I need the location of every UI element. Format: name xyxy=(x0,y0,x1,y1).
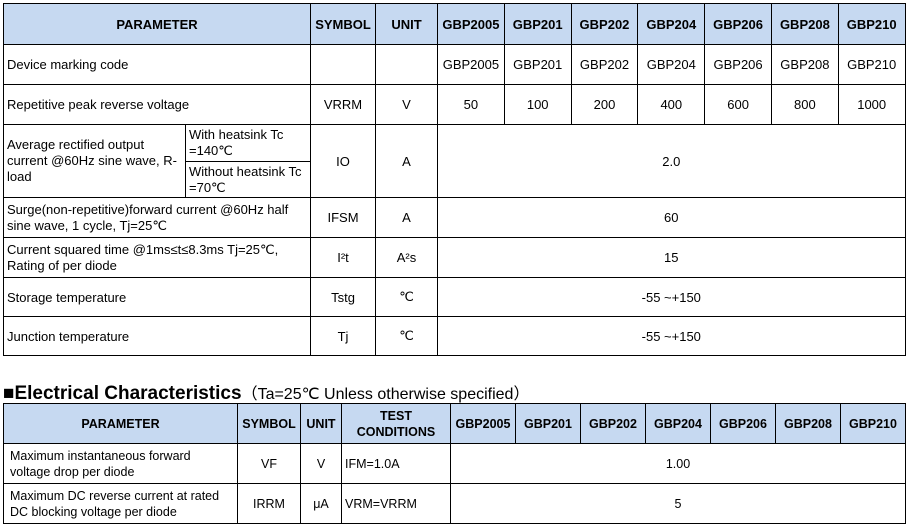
value-cell: GBP210 xyxy=(837,44,906,85)
col-parameter: PARAMETER xyxy=(3,403,238,444)
section-condition-text: （Ta=25℃ Unless otherwise specified） xyxy=(241,386,530,403)
col-model: GBP208 xyxy=(775,403,841,444)
unit-cell xyxy=(375,44,438,85)
table-row: Maximum instantaneous forward voltage dr… xyxy=(3,443,906,484)
col-model: GBP2005 xyxy=(450,403,516,444)
table-row: Maximum DC reverse current at rated DC b… xyxy=(3,483,906,524)
symbol-cell: IO xyxy=(310,124,376,198)
unit-cell: ℃ xyxy=(375,316,438,356)
col-unit: UNIT xyxy=(375,3,438,45)
electrical-characteristics-table: PARAMETER SYMBOL UNIT TEST CONDITIONS GB… xyxy=(3,403,906,524)
condition-cell: Without heatsink Tc =70℃ xyxy=(185,161,311,198)
param-cell: Surge(non-repetitive)forward current @60… xyxy=(3,197,311,238)
symbol-cell: Tstg xyxy=(310,277,376,317)
unit-cell: μA xyxy=(300,483,342,524)
value-cell: GBP2005 xyxy=(437,44,505,85)
param-cell: Repetitive peak reverse voltage xyxy=(3,84,311,125)
param-cell: Current squared time @1ms≤t≤8.3ms Tj=25℃… xyxy=(3,237,311,278)
table-row: Surge(non-repetitive)forward current @60… xyxy=(3,197,906,238)
value-cell: 1.00 xyxy=(450,443,906,484)
value-cell: 100 xyxy=(503,84,572,125)
symbol-cell: Tj xyxy=(310,316,376,356)
col-model: GBP210 xyxy=(837,3,906,45)
symbol-cell: IRRM xyxy=(237,483,301,524)
col-symbol: SYMBOL xyxy=(310,3,376,45)
test-cell: IFM=1.0A xyxy=(341,443,451,484)
param-cell: Maximum instantaneous forward voltage dr… xyxy=(3,443,238,484)
param-cell: Junction temperature xyxy=(3,316,311,356)
param-cell: Maximum DC reverse current at rated DC b… xyxy=(3,483,238,524)
section-title-text: ■Electrical Characteristics xyxy=(3,383,242,404)
unit-cell: A xyxy=(375,197,438,238)
col-model: GBP204 xyxy=(637,3,706,45)
param-cell: Average rectified output current @60Hz s… xyxy=(3,124,186,198)
value-cell: 15 xyxy=(437,237,906,278)
value-cell: GBP208 xyxy=(770,44,839,85)
symbol-cell: VF xyxy=(237,443,301,484)
col-symbol: SYMBOL xyxy=(237,403,301,444)
table-row: Repetitive peak reverse voltage VRRM V 5… xyxy=(3,84,906,125)
symbol-cell: IFSM xyxy=(310,197,376,238)
table-row: Device marking code GBP2005 GBP201 GBP20… xyxy=(3,44,906,85)
value-cell: 600 xyxy=(704,84,772,125)
col-unit: UNIT xyxy=(300,403,342,444)
param-cell: Device marking code xyxy=(3,44,311,85)
symbol-cell: VRRM xyxy=(310,84,376,125)
col-model: GBP201 xyxy=(515,403,581,444)
value-cell: GBP201 xyxy=(503,44,572,85)
col-model: GBP206 xyxy=(710,403,776,444)
col-test-conditions: TEST CONDITIONS xyxy=(341,403,451,444)
maximum-ratings-table: PARAMETER SYMBOL UNIT GBP2005 GBP201 GBP… xyxy=(3,3,906,356)
value-cell: GBP204 xyxy=(637,44,706,85)
symbol-cell xyxy=(310,44,376,85)
value-cell: 2.0 xyxy=(437,124,906,198)
value-cell: GBP202 xyxy=(570,44,639,85)
col-model: GBP2005 xyxy=(437,3,505,45)
condition-cell: With heatsink Tc =140℃ xyxy=(185,124,311,162)
col-model: GBP210 xyxy=(840,403,906,444)
table-row: Junction temperature Tj ℃ -55 ~+150 xyxy=(3,316,906,356)
value-cell: 5 xyxy=(450,483,906,524)
table-row: Without heatsink Tc =70℃ xyxy=(4,161,906,198)
unit-cell: V xyxy=(300,443,342,484)
value-cell: 60 xyxy=(437,197,906,238)
header-row: PARAMETER SYMBOL UNIT GBP2005 GBP201 GBP… xyxy=(3,3,906,45)
col-model: GBP201 xyxy=(503,3,572,45)
value-cell: 200 xyxy=(570,84,639,125)
value-cell: 800 xyxy=(770,84,839,125)
value-cell: 1000 xyxy=(837,84,906,125)
table-row: Storage temperature Tstg ℃ -55 ~+150 xyxy=(3,277,906,317)
unit-cell: A xyxy=(375,124,438,198)
col-model: GBP208 xyxy=(770,3,839,45)
col-model: GBP204 xyxy=(645,403,711,444)
table-row: Current squared time @1ms≤t≤8.3ms Tj=25℃… xyxy=(3,237,906,278)
col-model: GBP202 xyxy=(570,3,639,45)
unit-cell: ℃ xyxy=(375,277,438,317)
header-row: PARAMETER SYMBOL UNIT TEST CONDITIONS GB… xyxy=(3,403,906,444)
col-model: GBP206 xyxy=(704,3,772,45)
value-cell: GBP206 xyxy=(704,44,772,85)
value-cell: -55 ~+150 xyxy=(437,316,906,356)
table-row: Average rectified output current @60Hz s… xyxy=(3,124,906,198)
symbol-cell: I²t xyxy=(310,237,376,278)
value-cell: 50 xyxy=(437,84,505,125)
value-cell: -55 ~+150 xyxy=(437,277,906,317)
param-cell: Storage temperature xyxy=(3,277,311,317)
value-cell: 400 xyxy=(637,84,706,125)
section-title-electrical: ■Electrical Characteristics（Ta=25℃ Unles… xyxy=(3,380,529,405)
unit-cell: A²s xyxy=(375,237,438,278)
unit-cell: V xyxy=(375,84,438,125)
col-parameter: PARAMETER xyxy=(3,3,311,45)
col-model: GBP202 xyxy=(580,403,646,444)
test-cell: VRM=VRRM xyxy=(341,483,451,524)
